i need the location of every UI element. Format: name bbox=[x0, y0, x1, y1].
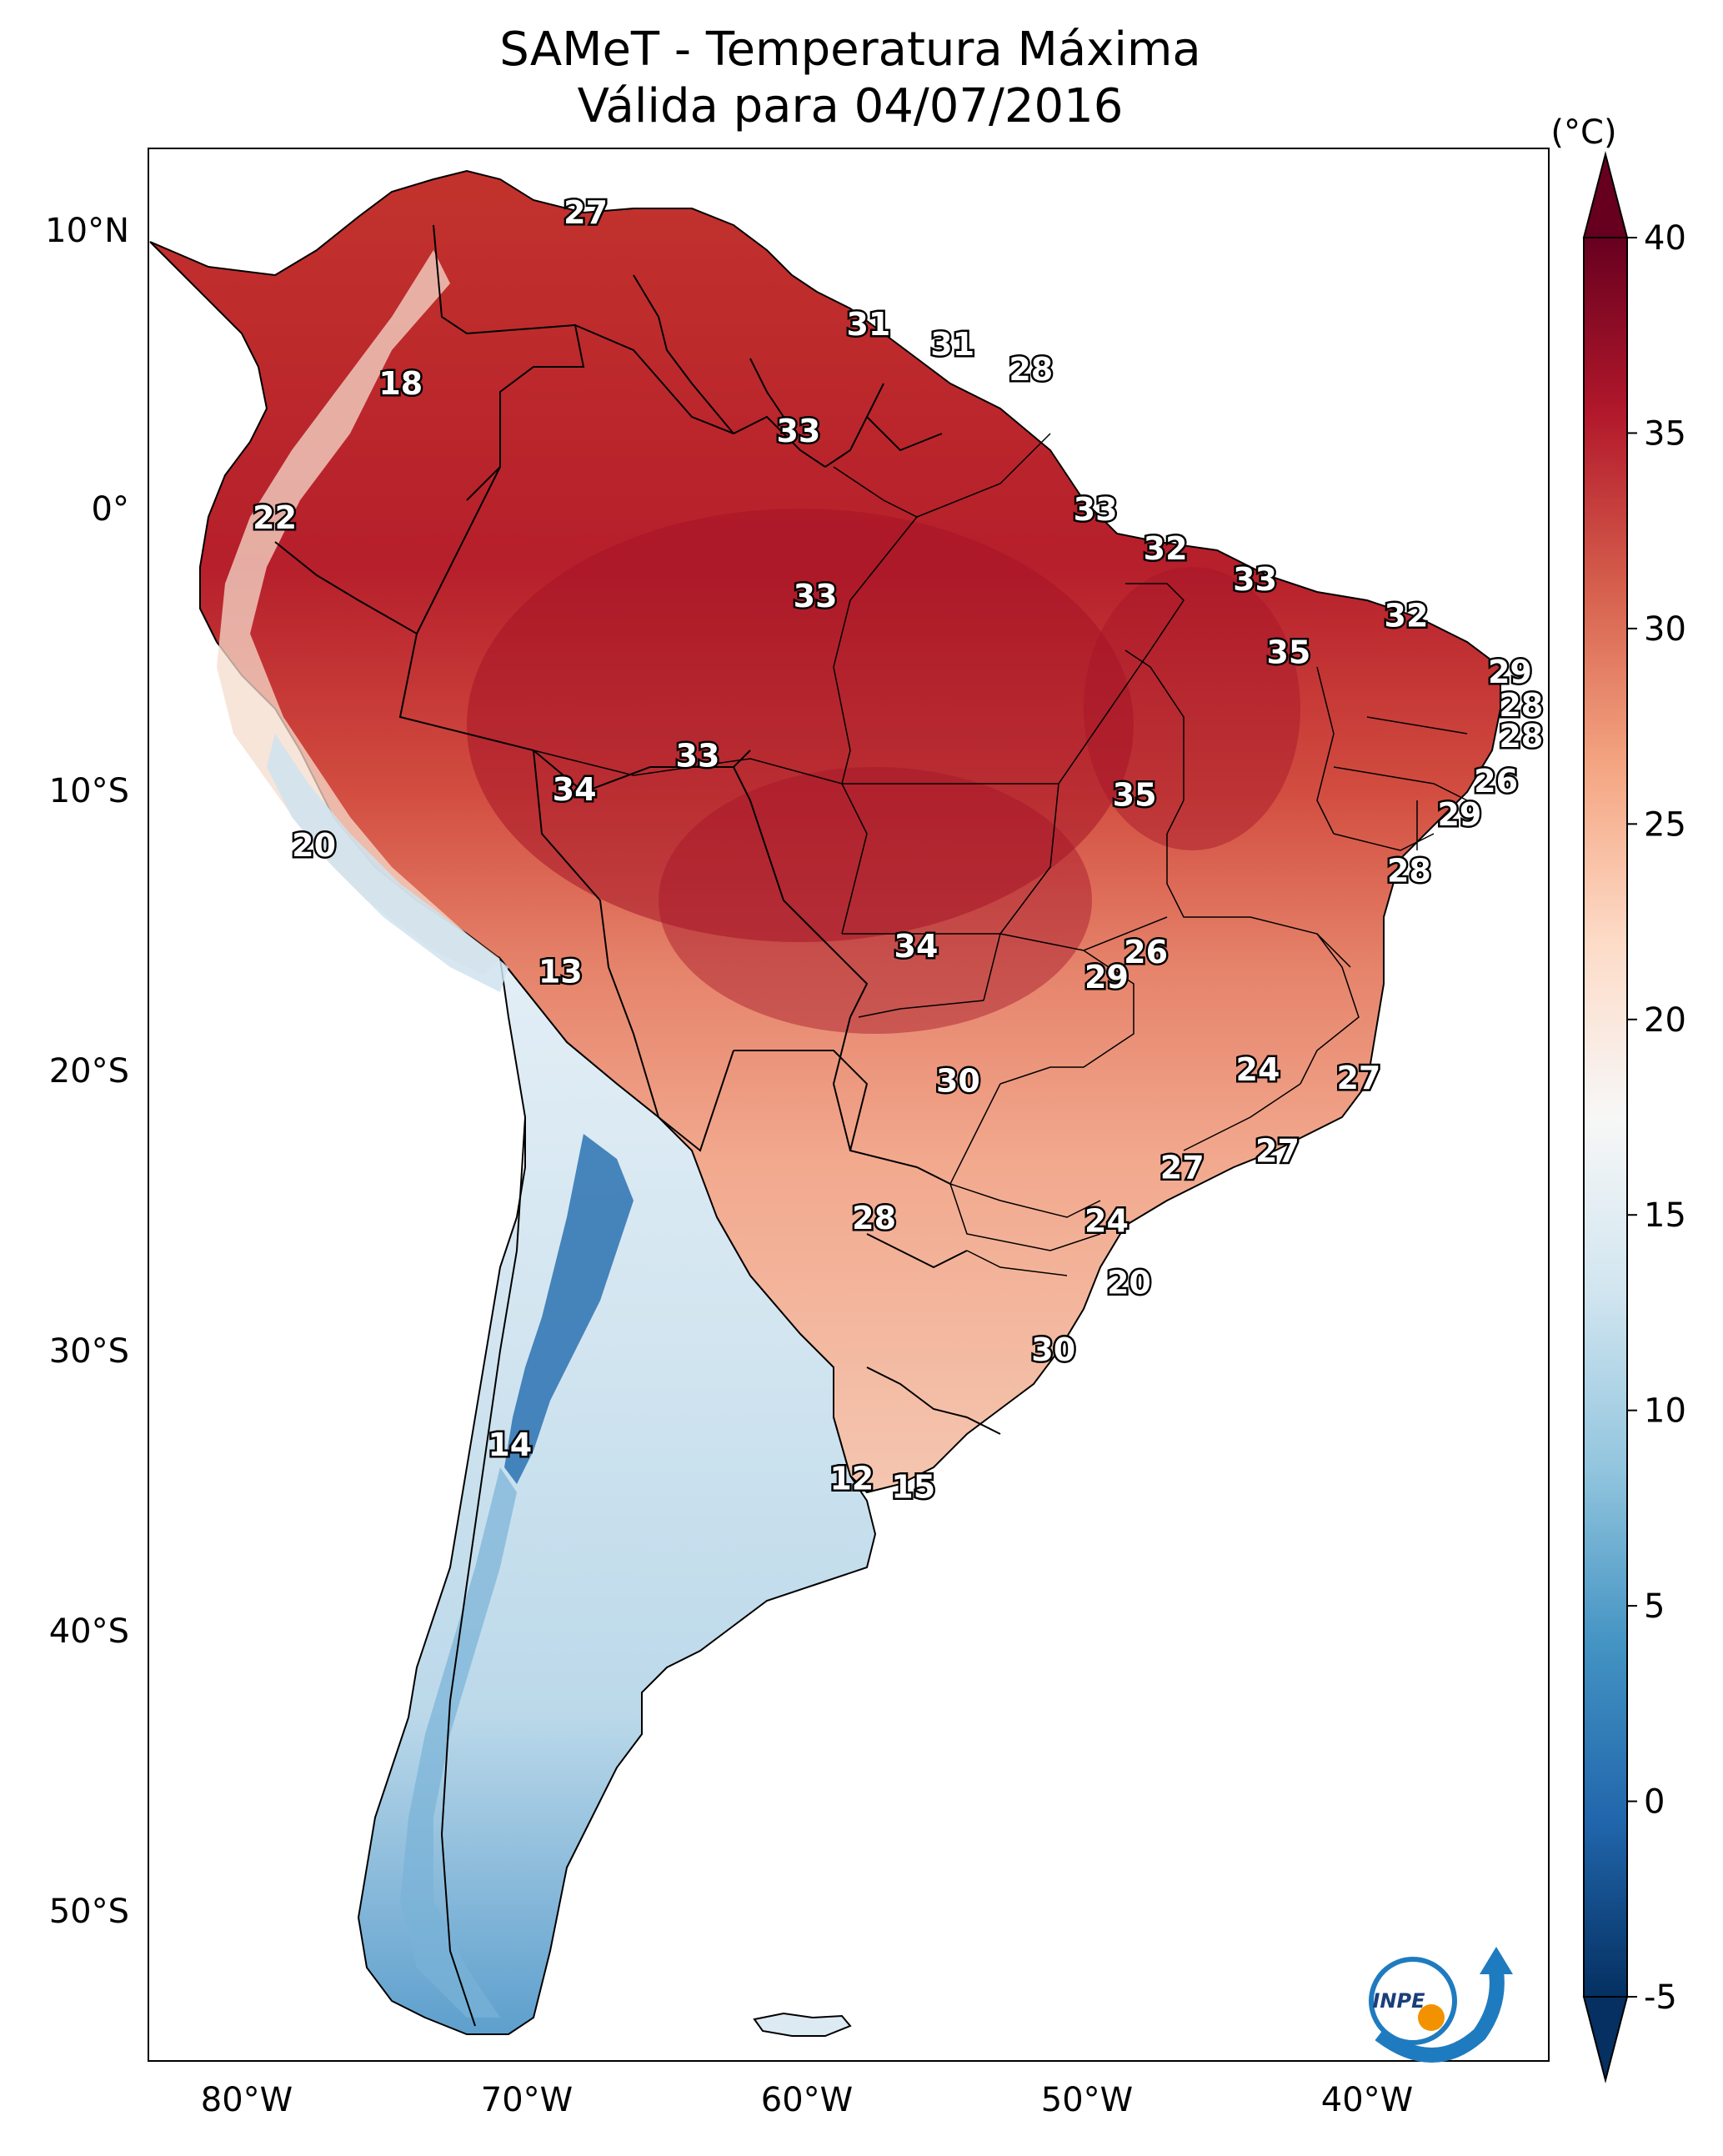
station-value-label: 30 bbox=[936, 1062, 980, 1099]
station-value-label: 29 bbox=[1488, 654, 1532, 690]
station-value-label: 33 bbox=[1233, 561, 1277, 598]
state-borders bbox=[399, 433, 1468, 1276]
colorbar-unit: (°C) bbox=[1550, 113, 1616, 152]
x-axis-ticks: 80°W 70°W 60°W 50°W 40°W bbox=[201, 2081, 1413, 2119]
x-tick-label: 60°W bbox=[761, 2081, 853, 2119]
station-value-label: 32 bbox=[1385, 598, 1429, 634]
station-value-label: 26 bbox=[1124, 934, 1168, 970]
station-value-label: 12 bbox=[829, 1461, 874, 1497]
colorbar-tick-label: 15 bbox=[1644, 1196, 1686, 1235]
station-value-label: 20 bbox=[292, 827, 336, 864]
station-value-label: 31 bbox=[846, 306, 890, 343]
x-tick-label: 40°W bbox=[1321, 2081, 1413, 2119]
northeast-hot-core bbox=[1084, 567, 1300, 850]
station-value-label: 27 bbox=[1255, 1132, 1300, 1169]
peru-coast-cold bbox=[267, 734, 508, 992]
amazon-hot-core bbox=[467, 509, 1134, 942]
y-tick-label: 10°S bbox=[49, 772, 129, 810]
logo-ring bbox=[1369, 1957, 1457, 2045]
station-value-label: 29 bbox=[1084, 959, 1129, 995]
station-value-label: 28 bbox=[852, 1200, 896, 1236]
map-frame bbox=[148, 148, 1550, 2062]
station-value-label: 28 bbox=[1387, 852, 1431, 889]
y-tick-label: 50°S bbox=[49, 1893, 129, 1931]
andes-south-band bbox=[400, 1467, 517, 2018]
y-axis-ticks: 10°N 0° 10°S 20°S 30°S 40°S 50°S bbox=[45, 212, 129, 1931]
map-layer bbox=[149, 169, 1501, 2037]
station-value-label: 13 bbox=[538, 953, 583, 990]
x-tick-label: 70°W bbox=[481, 2081, 573, 2119]
arrow-up-icon bbox=[1480, 1947, 1513, 1974]
y-tick-label: 20°S bbox=[49, 1052, 129, 1091]
station-value-label: 32 bbox=[1144, 530, 1188, 567]
colorbar: (°C) 40 35 30 25 20 15 10 5 0 -5 bbox=[1550, 113, 1686, 2083]
station-value-label: 27 bbox=[563, 194, 608, 231]
colorbar-tick-label: 5 bbox=[1644, 1587, 1665, 1626]
chart-title: SAMeT - Temperatura Máxima bbox=[499, 23, 1201, 77]
colorbar-tick-label: 40 bbox=[1644, 219, 1686, 258]
station-value-label: 33 bbox=[776, 413, 820, 449]
station-value-label: 15 bbox=[891, 1469, 935, 1506]
station-value-label: 34 bbox=[894, 928, 939, 965]
colorbar-top-extension bbox=[1582, 151, 1629, 238]
southern-cone-landmass bbox=[357, 955, 877, 2035]
station-value-label: 35 bbox=[1113, 777, 1157, 814]
logo-text: INPE bbox=[1373, 1989, 1426, 2013]
station-value-label: 24 bbox=[1084, 1202, 1129, 1239]
colorbar-tick-label: 10 bbox=[1644, 1392, 1686, 1431]
colorbar-tick-label: 30 bbox=[1644, 610, 1686, 649]
station-value-label: 20 bbox=[1107, 1264, 1151, 1301]
falkland-islands bbox=[753, 2012, 852, 2037]
station-value-label: 27 bbox=[1160, 1150, 1205, 1186]
logo-swoosh bbox=[1375, 1970, 1505, 2063]
x-tick-label: 50°W bbox=[1041, 2081, 1133, 2119]
station-value-label: 33 bbox=[676, 738, 720, 775]
station-value-label: 28 bbox=[1009, 351, 1053, 388]
colorbar-tick-label: 35 bbox=[1644, 414, 1686, 453]
central-hot-core bbox=[659, 767, 1092, 1034]
station-value-label: 14 bbox=[488, 1426, 532, 1463]
x-tick-label: 80°W bbox=[201, 2081, 293, 2119]
y-tick-label: 30°S bbox=[49, 1332, 129, 1371]
station-value-label: 29 bbox=[1437, 796, 1481, 833]
station-value-label: 33 bbox=[794, 578, 838, 614]
station-value-label: 35 bbox=[1266, 634, 1310, 670]
y-tick-label: 10°N bbox=[45, 212, 129, 250]
station-value-label: 34 bbox=[553, 771, 597, 808]
station-value-label: 28 bbox=[1499, 718, 1543, 755]
station-value-label: 26 bbox=[1474, 763, 1518, 800]
country-borders bbox=[274, 224, 1001, 2027]
colorbar-tick-label: 0 bbox=[1644, 1783, 1665, 1822]
station-value-label: 27 bbox=[1336, 1060, 1380, 1096]
colorbar-bottom-extension bbox=[1582, 1996, 1629, 2083]
station-value-label: 33 bbox=[1074, 491, 1118, 528]
station-value-label: 18 bbox=[378, 365, 423, 402]
andes-cold-band bbox=[504, 1134, 634, 1484]
station-value-label: 24 bbox=[1236, 1051, 1280, 1088]
y-tick-label: 40°S bbox=[49, 1612, 129, 1651]
colorbar-body bbox=[1583, 237, 1628, 1998]
station-value-label: 30 bbox=[1031, 1331, 1075, 1368]
colorbar-tick-label: 20 bbox=[1644, 1001, 1686, 1040]
inpe-logo: INPE bbox=[1369, 1947, 1513, 2063]
chart-subtitle: Válida para 04/07/2016 bbox=[577, 79, 1124, 133]
station-value-label: 28 bbox=[1499, 687, 1543, 724]
colorbar-tick-label: 25 bbox=[1644, 805, 1686, 844]
station-value-label: 22 bbox=[253, 499, 297, 536]
colorbar-tick-label: -5 bbox=[1644, 1978, 1677, 2017]
logo-orange-dot bbox=[1418, 2004, 1445, 2031]
station-value-label: 31 bbox=[930, 326, 974, 363]
y-tick-label: 0° bbox=[92, 490, 129, 529]
colorbar-ticks: 40 35 30 25 20 15 10 5 0 -5 bbox=[1627, 219, 1686, 2017]
